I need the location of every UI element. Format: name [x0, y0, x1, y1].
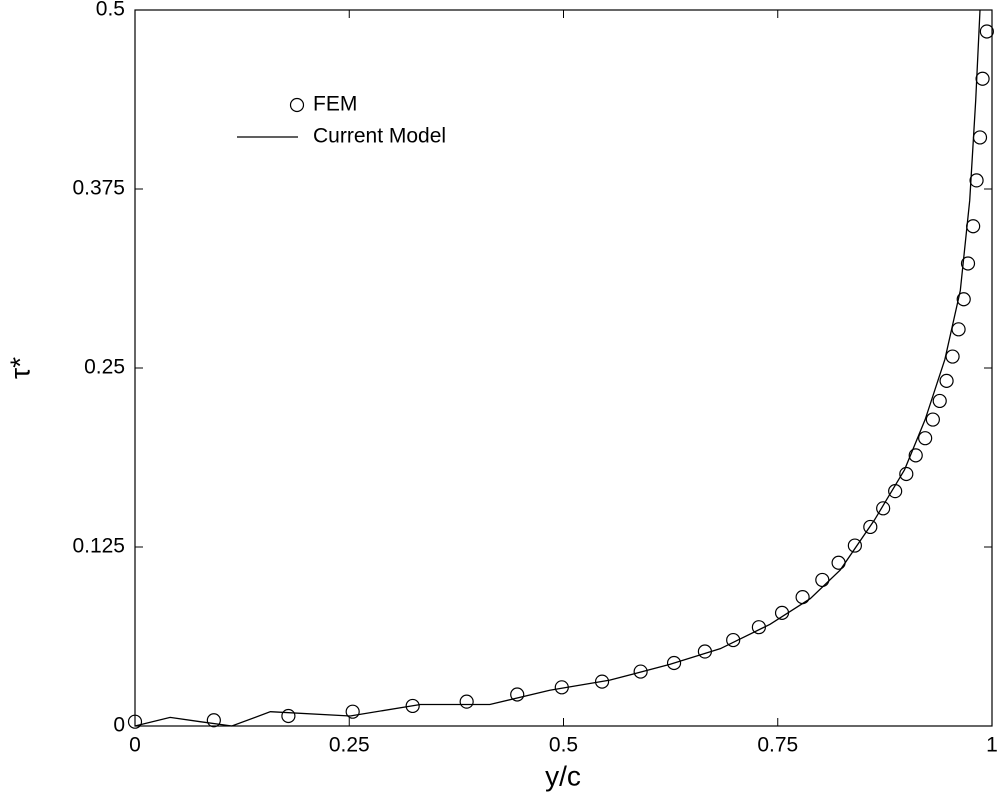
x-tick-label: 1: [986, 734, 998, 757]
fem-point: [726, 632, 741, 648]
fem-point: [405, 698, 420, 714]
fem-point: [281, 708, 296, 724]
fem-point: [966, 219, 981, 234]
x-tick-label: 0.25: [329, 734, 370, 757]
fem-point: [831, 555, 846, 570]
fem-point: [908, 448, 923, 463]
fem-point: [956, 292, 971, 307]
y-tick-label: 0.5: [96, 0, 125, 21]
y-tick-label: 0.125: [72, 535, 125, 558]
y-tick-label: 0.25: [84, 356, 125, 379]
fem-point: [459, 694, 474, 709]
fem-point: [774, 605, 790, 620]
fem-point: [939, 373, 954, 388]
fem-point: [960, 256, 976, 271]
model-line: [134, 9, 981, 727]
fem-point: [594, 674, 610, 689]
fem-point: [666, 655, 682, 671]
plot-frame: [134, 9, 993, 727]
y-tick-label: 0.375: [72, 177, 125, 200]
fem-point: [633, 664, 648, 679]
fem-point: [925, 412, 940, 427]
fem-point: [795, 590, 810, 605]
x-tick-label: 0.75: [757, 734, 798, 757]
x-tick-label: 0: [129, 734, 141, 757]
fem-point: [510, 687, 525, 702]
y-tick-label: 0: [113, 714, 125, 737]
fem-point: [979, 24, 994, 39]
fem-point: [206, 713, 221, 728]
legend-marker: [289, 97, 305, 113]
legend-label: Current Model: [313, 125, 446, 148]
fem-point: [969, 173, 984, 188]
y-axis-label: τ*: [4, 357, 35, 379]
fem-point: [863, 519, 878, 535]
fem-point: [815, 572, 830, 588]
fem-point: [975, 71, 990, 86]
fem-point: [345, 704, 360, 719]
fem-point: [945, 349, 960, 364]
fem-point: [127, 714, 143, 729]
fem-point: [972, 130, 988, 145]
x-tick-label: 0.5: [549, 734, 578, 757]
fem-point: [918, 431, 933, 446]
x-axis-label: y/c: [545, 760, 581, 791]
fem-point: [847, 538, 862, 553]
legend-label: FEM: [313, 93, 357, 116]
fem-point: [932, 393, 947, 409]
fem-point: [899, 466, 914, 482]
fem-point: [876, 501, 891, 516]
fem-point: [951, 322, 966, 337]
